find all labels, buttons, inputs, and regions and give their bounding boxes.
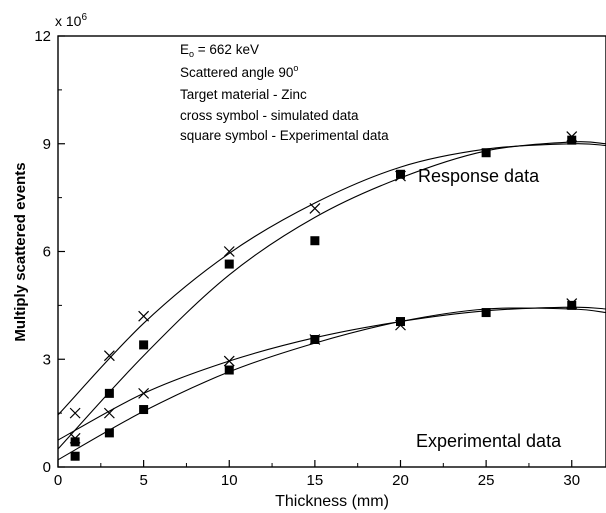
y-tick-label: 0 [43, 459, 51, 476]
point-square-response [481, 148, 491, 158]
y-tick-label: 3 [43, 351, 51, 368]
point-cross-experimental [223, 355, 235, 367]
fit-curve-response-cross [57, 143, 606, 416]
point-square-experimental [139, 405, 149, 415]
y-multiplier: x 106 [55, 12, 87, 29]
point-square-experimental [224, 365, 234, 375]
fit-curve-response-square [57, 141, 606, 450]
point-cross-response [309, 202, 321, 214]
info-line-square: square symbol - Experimental data [180, 128, 389, 143]
point-square-response [70, 437, 80, 447]
fit-curve-experimental-square [57, 307, 606, 461]
info-line-angle: Scattered angle 90o [180, 63, 298, 80]
point-square-response [224, 259, 234, 269]
point-cross-response [69, 407, 81, 419]
point-cross-response [138, 310, 150, 322]
point-square-experimental [310, 334, 320, 344]
x-tick-label: 25 [478, 472, 495, 489]
y-axis-label: Multiply scattered events [12, 162, 29, 341]
point-cross-response [223, 246, 235, 257]
data-points [69, 131, 578, 461]
x-tick-label: 5 [139, 472, 147, 489]
point-square-experimental [481, 308, 491, 318]
point-square-experimental [396, 317, 405, 327]
x-axis-label: Thickness (mm) [275, 493, 389, 510]
point-cross-experimental [103, 407, 115, 419]
point-cross-response [103, 350, 115, 362]
x-tick-label: 15 [307, 472, 324, 489]
info-line-target: Target material - Zinc [180, 87, 307, 102]
x-tick-label: 30 [563, 472, 580, 489]
fit-curve-experimental-cross [57, 306, 606, 441]
info-line-energy: Eo = 662 keV [180, 42, 259, 59]
response-data-label: Response data [418, 166, 540, 186]
plot-frame [57, 35, 606, 468]
x-tick-label: 20 [392, 472, 409, 489]
point-square-response [139, 340, 149, 350]
experimental-data-label: Experimental data [416, 431, 562, 451]
point-cross-experimental [138, 387, 150, 399]
point-square-response [396, 169, 405, 179]
point-square-experimental [104, 428, 114, 438]
y-tick-label: 6 [43, 244, 51, 261]
x-tick-label: 0 [54, 472, 62, 489]
point-square-response [567, 135, 577, 145]
info-line-cross: cross symbol - simulated data [180, 108, 359, 123]
point-square-experimental [567, 300, 577, 310]
x-tick-label: 10 [221, 472, 238, 489]
point-cross-experimental [69, 432, 81, 444]
point-square-response [104, 388, 114, 398]
point-square-experimental [70, 451, 80, 461]
y-tick-label: 9 [43, 136, 51, 153]
y-tick-label: 12 [34, 28, 51, 45]
fit-curves [57, 141, 606, 461]
axis-ticks: 0 5 10 15 20 25 30 0 3 6 9 12 [34, 28, 580, 489]
info-box: Eo = 662 keV Scattered angle 90o Target … [180, 42, 389, 143]
point-square-response [310, 236, 320, 246]
